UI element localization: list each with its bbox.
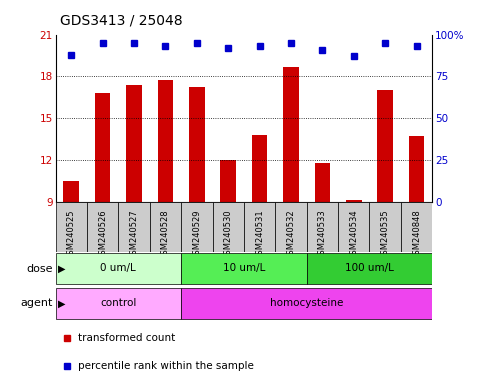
Bar — [181, 288, 432, 319]
Text: GSM240848: GSM240848 — [412, 209, 421, 260]
Bar — [126, 85, 142, 202]
Text: GSM240533: GSM240533 — [318, 209, 327, 260]
Text: GDS3413 / 25048: GDS3413 / 25048 — [60, 13, 183, 27]
Bar — [181, 253, 307, 284]
Bar — [275, 202, 307, 252]
Text: 10 um/L: 10 um/L — [223, 263, 265, 273]
Text: GSM240528: GSM240528 — [161, 209, 170, 260]
Text: ▶: ▶ — [58, 298, 66, 308]
Bar — [409, 136, 425, 202]
Bar — [283, 66, 299, 202]
Bar — [338, 202, 369, 252]
Text: GSM240526: GSM240526 — [98, 209, 107, 260]
Bar — [87, 202, 118, 252]
Text: GSM240525: GSM240525 — [67, 209, 76, 260]
Bar — [220, 160, 236, 202]
Bar — [369, 202, 401, 252]
Text: GSM240534: GSM240534 — [349, 209, 358, 260]
Text: ▶: ▶ — [58, 264, 66, 274]
Text: GSM240529: GSM240529 — [192, 209, 201, 260]
Bar — [95, 93, 111, 202]
Bar — [307, 202, 338, 252]
Bar — [63, 181, 79, 202]
Bar — [157, 81, 173, 202]
Bar — [244, 202, 275, 252]
Bar — [181, 202, 213, 252]
Bar — [314, 163, 330, 202]
Bar — [401, 202, 432, 252]
Text: transformed count: transformed count — [78, 333, 175, 343]
Bar — [213, 202, 244, 252]
Bar — [307, 253, 432, 284]
Text: dose: dose — [27, 264, 53, 274]
Bar — [118, 202, 150, 252]
Text: GSM240531: GSM240531 — [255, 209, 264, 260]
Text: 0 um/L: 0 um/L — [100, 263, 136, 273]
Bar — [252, 135, 268, 202]
Text: percentile rank within the sample: percentile rank within the sample — [78, 361, 254, 371]
Text: GSM240535: GSM240535 — [381, 209, 390, 260]
Bar — [56, 253, 181, 284]
Bar — [56, 202, 87, 252]
Text: GSM240530: GSM240530 — [224, 209, 233, 260]
Bar — [56, 288, 181, 319]
Bar — [346, 200, 362, 202]
Bar — [189, 88, 205, 202]
Text: GSM240532: GSM240532 — [286, 209, 296, 260]
Text: GSM240527: GSM240527 — [129, 209, 139, 260]
Text: 100 um/L: 100 um/L — [345, 263, 394, 273]
Text: control: control — [100, 298, 137, 308]
Bar — [150, 202, 181, 252]
Text: homocysteine: homocysteine — [270, 298, 343, 308]
Text: agent: agent — [21, 298, 53, 308]
Bar — [377, 90, 393, 202]
